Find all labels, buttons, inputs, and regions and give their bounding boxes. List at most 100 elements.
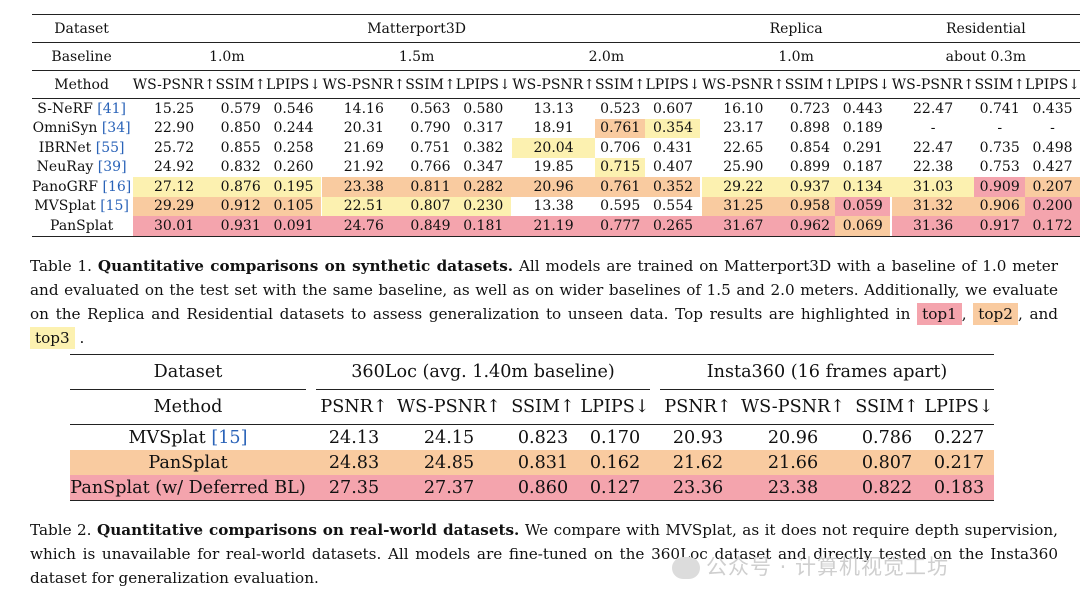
t1-metric-header: WS-PSNR↑ — [891, 76, 975, 93]
t1-cell: 24.92 — [154, 159, 195, 176]
t1-cell: 0.352 — [645, 177, 701, 197]
t1-cell: 0.554 — [652, 198, 694, 215]
t1-cell: 0.931 — [215, 216, 266, 236]
t1-cell: 30.01 — [132, 216, 216, 236]
t2-cell: 24.15 — [423, 427, 475, 448]
t2-cell: 0.217 — [924, 450, 994, 475]
t1-cell: 22.47 — [913, 100, 954, 117]
caption1-title: Quantitative comparisons on synthetic da… — [97, 257, 514, 275]
t1-group-matterport3d: Matterport3D — [132, 14, 701, 43]
t1-cell: 29.22 — [701, 177, 785, 197]
table-row: MVSplat [15] 29.29 0.912 0.105 22.51 0.807 0.2… — [32, 196, 1080, 216]
t1-cell: 0.811 — [405, 177, 456, 197]
t1-cell: 31.36 — [891, 216, 975, 236]
caption1-text: All models are trained on Matterport3D w… — [30, 257, 1059, 323]
t1-cell: 0.260 — [273, 159, 314, 176]
t2-cell: 24.13 — [328, 427, 380, 448]
t1-cell: 31.67 — [701, 216, 785, 236]
t1-method-name: IBRNet [55] — [38, 139, 125, 156]
t1-method-name: NeuRay [39] — [36, 159, 127, 176]
citation-link[interactable]: [15] — [100, 198, 129, 215]
t2-metric-header: SSIM↑ — [511, 397, 575, 417]
t2-group-360loc: 360Loc (avg. 1.40m baseline) — [316, 354, 650, 390]
t1-cell: 29.29 — [132, 196, 216, 216]
t1-cell: 0.207 — [1024, 177, 1080, 197]
t1-cell: 0.849 — [405, 216, 456, 236]
citation-link[interactable]: [55] — [95, 139, 125, 156]
t1-cell: 18.91 — [533, 120, 574, 137]
t1-cell: 0.962 — [784, 216, 836, 236]
caption2-title: Quantitative comparisons on real-world d… — [96, 521, 520, 539]
t1-metric-header: LPIPS↓ — [835, 76, 891, 93]
t1-cell: 16.10 — [723, 100, 764, 117]
t1-cell: 0.741 — [979, 100, 1020, 117]
t2-cell: 0.127 — [580, 475, 650, 501]
t1-cell: 22.47 — [913, 139, 954, 156]
t1-group-replica: Replica — [701, 14, 891, 43]
legend-top2: top2 — [973, 303, 1018, 325]
t1-cell: 0.317 — [463, 120, 504, 137]
t1-method-name: OmniSyn [34] — [32, 120, 131, 137]
t1-header-method: Method — [54, 76, 109, 93]
watermark: 公众号 · 计算机视觉工坊 — [672, 551, 949, 581]
t1-cell: 0.790 — [410, 120, 451, 137]
t1-cell: - — [1050, 120, 1055, 137]
t1-method-name: MVSplat [15] — [34, 198, 129, 215]
t1-metric-header: SSIM↑ — [405, 76, 456, 93]
t1-cell: 0.706 — [600, 139, 641, 156]
t2-method-name: MVSplat [15] — [128, 427, 248, 448]
t1-cell: 0.105 — [265, 196, 321, 216]
t1-header-baseline: Baseline — [51, 48, 112, 65]
t1-cell: 22.38 — [913, 159, 954, 176]
t2-metric-header: PSNR↑ — [320, 397, 388, 417]
t1-cell: 0.563 — [410, 100, 451, 117]
t2-method-name: PanSplat — [70, 450, 306, 475]
t1-cell: 0.134 — [835, 177, 891, 197]
t1-cell: 0.937 — [784, 177, 836, 197]
t1-header-dataset: Dataset — [54, 20, 109, 37]
t1-cell: 0.854 — [789, 139, 831, 156]
t1-cell: 0.265 — [645, 216, 701, 236]
t2-metric-header: SSIM↑ — [855, 397, 919, 417]
table-row: NeuRay [39] 24.92 0.832 0.260 21.92 0.766 0.34… — [32, 157, 1080, 177]
citation-link[interactable]: [39] — [97, 159, 127, 176]
t1-cell: 14.16 — [343, 100, 384, 117]
t2-cell: 0.807 — [850, 450, 924, 475]
t1-cell: 0.230 — [455, 196, 511, 216]
citation-link[interactable]: [34] — [101, 120, 131, 137]
citation-link[interactable]: [15] — [211, 427, 248, 448]
t1-baseline-1.5m: 1.5m — [322, 42, 511, 71]
t2-cell: 24.85 — [392, 450, 506, 475]
table-row: MVSplat [15] 24.13 24.15 0.823 0.170 20.93 20.… — [70, 425, 994, 451]
t1-cell: 0.200 — [1024, 196, 1080, 216]
t2-cell: 0.227 — [933, 427, 985, 448]
t1-cell: 0.181 — [455, 216, 511, 236]
t1-cell: - — [997, 120, 1003, 137]
caption2-label: Table 2. — [30, 521, 92, 539]
t1-cell: 0.607 — [652, 100, 694, 117]
t1-cell: - — [930, 120, 936, 137]
t1-cell: 0.407 — [652, 159, 694, 176]
t1-cell: 0.069 — [835, 216, 891, 236]
t1-cell: 0.291 — [842, 139, 883, 156]
t1-metric-header: SSIM↑ — [784, 76, 836, 93]
t1-cell: 0.735 — [979, 139, 1020, 156]
t1-metric-header: SSIM↑ — [974, 76, 1025, 93]
t2-method-name: PanSplat (w/ Deferred BL) — [70, 475, 306, 501]
t1-metric-header: LPIPS↓ — [265, 76, 321, 93]
t1-cell: 0.244 — [273, 120, 314, 137]
t1-method-name: PanSplat — [50, 217, 114, 234]
t1-cell: 0.912 — [215, 196, 266, 216]
t1-cell: 0.751 — [410, 139, 451, 156]
t2-cell: 23.36 — [660, 475, 736, 501]
citation-link[interactable]: [16] — [102, 178, 132, 195]
t2-group-insta360: Insta360 (16 frames apart) — [660, 354, 994, 390]
t1-cell: 13.13 — [533, 100, 574, 117]
citation-link[interactable]: [41] — [97, 100, 127, 117]
t1-cell: 0.876 — [215, 177, 266, 197]
t1-cell: 0.906 — [974, 196, 1025, 216]
table-row: PanSplat 30.01 0.931 0.091 24.76 0.849 0.181 21… — [32, 216, 1080, 236]
t1-baseline-replica: 1.0m — [701, 42, 891, 71]
t2-metric-header: WS-PSNR↑ — [741, 397, 845, 417]
